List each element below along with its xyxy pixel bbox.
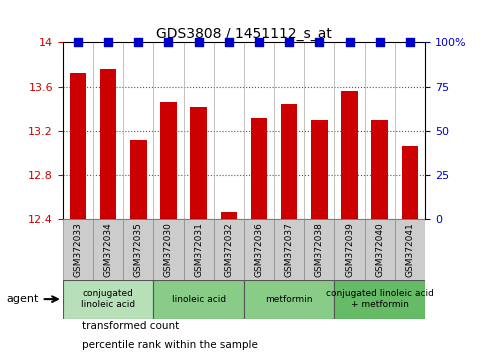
Bar <box>334 219 365 280</box>
Point <box>255 40 263 45</box>
Point <box>285 40 293 45</box>
Text: GSM372040: GSM372040 <box>375 222 384 277</box>
Bar <box>100 69 116 219</box>
Text: agent: agent <box>6 294 39 304</box>
Point <box>74 40 82 45</box>
Text: GSM372036: GSM372036 <box>255 222 264 278</box>
Bar <box>154 280 244 319</box>
Text: GSM372037: GSM372037 <box>284 222 294 278</box>
Text: GSM372039: GSM372039 <box>345 222 354 278</box>
Title: GDS3808 / 1451112_s_at: GDS3808 / 1451112_s_at <box>156 28 332 41</box>
Bar <box>395 219 425 280</box>
Bar <box>221 212 237 219</box>
Bar <box>184 219 213 280</box>
Point <box>134 40 142 45</box>
Bar <box>190 107 207 219</box>
Bar <box>123 219 154 280</box>
Point <box>346 40 354 45</box>
Bar <box>402 147 418 219</box>
Text: metformin: metformin <box>266 295 313 304</box>
Text: GSM372035: GSM372035 <box>134 222 143 278</box>
Point <box>104 40 112 45</box>
Bar <box>304 219 334 280</box>
Bar <box>63 280 154 319</box>
Text: GSM372032: GSM372032 <box>224 222 233 277</box>
Text: GSM372034: GSM372034 <box>103 222 113 277</box>
Text: percentile rank within the sample: percentile rank within the sample <box>82 340 258 350</box>
Bar <box>93 219 123 280</box>
Bar <box>251 118 267 219</box>
Text: linoleic acid: linoleic acid <box>171 295 226 304</box>
Text: GSM372033: GSM372033 <box>73 222 83 278</box>
Bar <box>281 104 298 219</box>
Point <box>195 40 202 45</box>
Text: GSM372041: GSM372041 <box>405 222 414 277</box>
Bar <box>365 219 395 280</box>
Text: transformed count: transformed count <box>82 321 179 331</box>
Text: GSM372030: GSM372030 <box>164 222 173 278</box>
Point <box>225 40 233 45</box>
Bar <box>334 280 425 319</box>
Point <box>376 40 384 45</box>
Bar <box>244 280 334 319</box>
Text: GSM372038: GSM372038 <box>315 222 324 278</box>
Bar <box>311 120 327 219</box>
Bar <box>341 91 358 219</box>
Bar <box>274 219 304 280</box>
Bar <box>130 140 146 219</box>
Bar <box>213 219 244 280</box>
Bar <box>63 219 93 280</box>
Point <box>165 40 172 45</box>
Text: conjugated
linoleic acid: conjugated linoleic acid <box>81 290 135 309</box>
Text: conjugated linoleic acid
+ metformin: conjugated linoleic acid + metformin <box>326 290 434 309</box>
Text: GSM372031: GSM372031 <box>194 222 203 278</box>
Point <box>406 40 414 45</box>
Bar <box>371 120 388 219</box>
Bar <box>154 219 184 280</box>
Bar <box>70 73 86 219</box>
Point <box>315 40 323 45</box>
Bar <box>244 219 274 280</box>
Bar <box>160 102 177 219</box>
